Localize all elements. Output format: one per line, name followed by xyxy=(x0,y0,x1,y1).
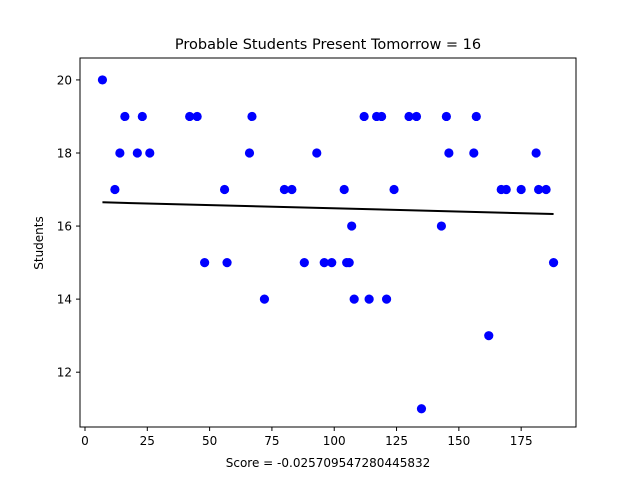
data-point xyxy=(381,294,392,304)
data-point xyxy=(376,111,387,122)
plot-area: 0 25 50 75 100 125 150 175 12 14 16 18 20 xyxy=(57,57,577,448)
y-tick-label: 16 xyxy=(57,220,72,234)
x-tick-label: 75 xyxy=(264,434,279,448)
data-point xyxy=(548,257,559,268)
trend-line xyxy=(102,201,554,216)
data-point xyxy=(531,148,541,158)
x-tick-label: 125 xyxy=(385,434,408,448)
y-tick-label: 12 xyxy=(57,366,72,380)
axes-frame xyxy=(79,57,577,428)
data-point xyxy=(312,148,322,158)
x-axis-label: Score = -0.025709547280445832 xyxy=(226,456,431,470)
data-point xyxy=(299,257,309,268)
data-point xyxy=(416,404,427,414)
data-point xyxy=(347,221,357,231)
x-tick-label: 175 xyxy=(510,434,533,448)
data-point xyxy=(97,75,108,85)
y-axis-label: Students xyxy=(32,216,46,270)
data-point xyxy=(219,184,230,195)
data-point xyxy=(359,111,369,122)
x-tick-label: 150 xyxy=(447,434,470,448)
data-point xyxy=(259,294,270,304)
y-tick-label: 14 xyxy=(57,293,72,307)
data-point xyxy=(137,111,147,122)
data-point xyxy=(115,148,125,158)
data-point xyxy=(327,257,337,268)
data-point xyxy=(484,331,494,341)
data-point xyxy=(110,184,120,195)
data-point xyxy=(436,221,447,231)
x-tick-label: 100 xyxy=(323,434,346,448)
data-point xyxy=(441,111,451,122)
x-tick-label: 0 xyxy=(81,434,89,448)
data-point xyxy=(344,257,354,268)
data-point xyxy=(404,111,414,122)
data-point xyxy=(444,148,454,158)
data-point xyxy=(222,257,232,268)
data-point xyxy=(411,111,422,122)
data-point xyxy=(200,257,210,268)
data-point xyxy=(516,184,526,195)
data-point xyxy=(364,294,374,304)
data-point xyxy=(287,184,297,195)
data-point xyxy=(185,111,195,122)
data-point xyxy=(339,184,349,195)
data-point xyxy=(145,148,155,158)
data-point xyxy=(319,257,329,268)
data-point xyxy=(501,184,511,195)
data-point xyxy=(279,184,289,195)
data-point xyxy=(389,184,399,195)
data-point xyxy=(471,111,481,122)
chart-title: Probable Students Present Tomorrow = 16 xyxy=(175,37,481,53)
data-point xyxy=(541,184,551,195)
x-tick-label: 25 xyxy=(140,434,155,448)
data-point xyxy=(192,111,202,122)
y-tick-label: 18 xyxy=(57,146,72,160)
data-point xyxy=(132,148,142,158)
data-point xyxy=(120,111,130,122)
y-tick-label: 20 xyxy=(57,73,72,87)
data-point xyxy=(534,184,544,195)
x-tick-label: 50 xyxy=(202,434,217,448)
data-point xyxy=(469,148,479,158)
data-point xyxy=(244,148,255,158)
data-point xyxy=(349,294,359,304)
data-point xyxy=(247,111,257,122)
